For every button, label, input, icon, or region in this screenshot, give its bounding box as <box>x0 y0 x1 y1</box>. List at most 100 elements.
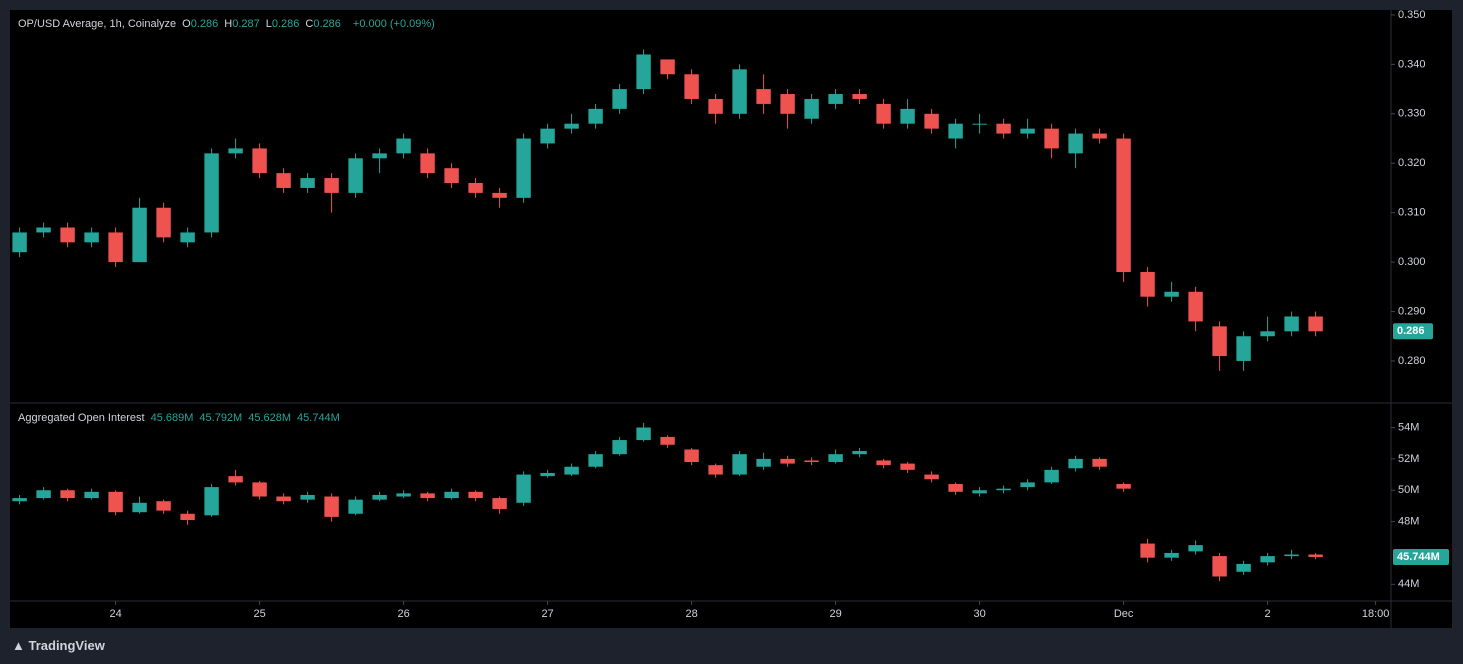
y-tick-label: 0.350 <box>1398 9 1426 21</box>
candle-body <box>12 232 27 253</box>
candle-body <box>852 94 867 99</box>
candle-body <box>348 158 363 193</box>
candle-body <box>396 493 411 497</box>
candle-body <box>708 465 723 475</box>
legend-title: Aggregated Open Interest <box>18 412 145 424</box>
candle-body <box>1020 128 1035 134</box>
candle-body <box>1308 554 1323 557</box>
candle-body <box>804 98 819 119</box>
candle-body <box>732 454 747 475</box>
x-tick-label: 29 <box>829 608 841 620</box>
y-tick-label: 0.320 <box>1398 157 1426 169</box>
candle-body <box>1044 128 1059 149</box>
candle-body <box>996 123 1011 134</box>
y-tick-label: 0.290 <box>1398 305 1426 317</box>
candle-body <box>924 474 939 480</box>
legend-title: OP/USD Average, 1h, Coinalyze <box>18 18 177 30</box>
chart-bg <box>10 10 1452 628</box>
oi-values: 45.689M 45.792M 45.628M 45.744M <box>151 412 346 424</box>
candle-body <box>1116 138 1131 272</box>
candle-body <box>1260 331 1275 337</box>
candle-body <box>468 183 483 193</box>
candle-body <box>516 138 531 198</box>
candle-body <box>180 232 195 243</box>
y-tick-label: 44M <box>1398 578 1419 590</box>
x-tick-label: 18:00 <box>1362 608 1390 620</box>
y-tick-label: 54M <box>1398 421 1419 433</box>
candle-body <box>1212 556 1227 577</box>
candle-body <box>756 458 771 467</box>
candle-body <box>1236 336 1251 361</box>
legend-change: +0.000 (+0.09%) <box>352 18 435 30</box>
last-value-badge <box>1393 548 1449 565</box>
candle-body <box>828 94 843 104</box>
candle-body <box>204 153 219 233</box>
candle-body <box>204 487 219 516</box>
last-value-label: 0.286 <box>1397 325 1425 337</box>
candle-body <box>396 138 411 154</box>
candle-body <box>636 54 651 90</box>
candle-body <box>1092 133 1107 139</box>
candle-body <box>684 449 699 463</box>
candle-body <box>972 490 987 494</box>
y-tick-label: 0.300 <box>1398 256 1426 268</box>
legend-value: 45.744M <box>297 412 340 424</box>
candle-body <box>708 98 723 114</box>
candle-body <box>804 460 819 463</box>
last-value-badge <box>1393 323 1433 340</box>
candle-body <box>1164 552 1179 558</box>
candle-body <box>660 59 675 75</box>
candle-body <box>780 94 795 114</box>
candle-body <box>108 232 123 263</box>
candle-body <box>444 168 459 184</box>
candle-body <box>372 494 387 500</box>
x-tick-label: 30 <box>973 608 985 620</box>
candle-body <box>132 207 147 263</box>
candle-body <box>1308 316 1323 332</box>
x-tick-label: 26 <box>397 608 409 620</box>
candle-body <box>1092 458 1107 467</box>
candle-body <box>900 108 915 124</box>
candle-body <box>612 89 627 109</box>
candle-body <box>84 491 99 499</box>
candle-body <box>1284 316 1299 332</box>
candle-body <box>1188 545 1203 552</box>
candle-body <box>1188 291 1203 322</box>
candle-body <box>60 227 75 243</box>
candle-body <box>180 513 195 521</box>
candle-body <box>612 440 627 455</box>
candle-body <box>492 498 507 510</box>
brand-text: TradingView <box>28 638 105 653</box>
x-tick-label: 27 <box>541 608 553 620</box>
candle-body <box>1284 554 1299 557</box>
x-tick-label: Dec <box>1114 608 1134 620</box>
candle-body <box>636 427 651 441</box>
price-legend: OP/USD Average, 1h, Coinalyze O0.286 H0.28… <box>18 18 441 30</box>
candle-body <box>972 123 987 125</box>
candle-body <box>876 103 891 124</box>
candle-body <box>948 123 963 139</box>
legend-value: 45.792M <box>199 412 243 424</box>
legend-value: 45.628M <box>248 412 292 424</box>
legend-value: 0.287 <box>232 18 260 30</box>
candle-body <box>924 113 939 129</box>
candle-body <box>300 178 315 188</box>
candle-body <box>780 458 795 464</box>
candle-body <box>420 153 435 174</box>
candle-body <box>756 89 771 104</box>
legend-key: O <box>182 18 191 30</box>
candle-body <box>564 466 579 475</box>
y-tick-label: 0.280 <box>1398 355 1426 367</box>
candle-body <box>252 148 267 174</box>
legend-value: 0.286 <box>313 18 341 30</box>
candle-body <box>1068 133 1083 154</box>
oi-legend: Aggregated Open Interest 45.689M 45.792M 45… <box>18 412 352 424</box>
y-tick-label: 48M <box>1398 516 1419 528</box>
candle-body <box>1260 556 1275 563</box>
candle-body <box>12 498 27 502</box>
candle-body <box>1164 291 1179 297</box>
candle-body <box>900 463 915 470</box>
x-tick-label: 24 <box>109 608 121 620</box>
candle-body <box>108 491 123 513</box>
